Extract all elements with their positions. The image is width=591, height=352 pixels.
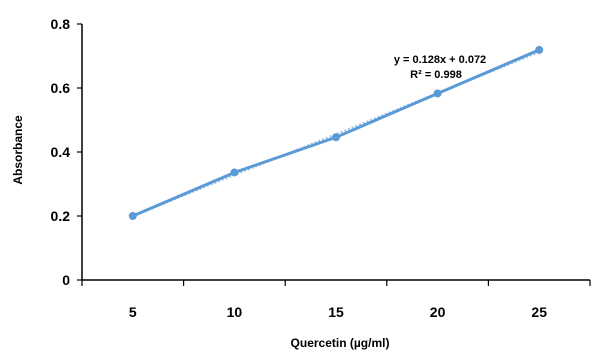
data-point bbox=[535, 45, 544, 54]
data-point bbox=[128, 212, 137, 220]
x-tick-label: 10 bbox=[227, 304, 243, 320]
data-point bbox=[433, 89, 442, 98]
data-points bbox=[128, 45, 544, 220]
x-tick-label: 20 bbox=[430, 304, 446, 320]
y-axis-ticks: 0 0.2 0.4 0.6 0.8 bbox=[51, 16, 82, 288]
y-tick-label: 0.8 bbox=[51, 16, 71, 32]
x-axis-ticks: 5 10 15 20 25 bbox=[81, 280, 591, 320]
x-axis-title: Quercetin (µg/ml) bbox=[291, 336, 390, 350]
trendline-equation: y = 0.128x + 0.072 bbox=[394, 54, 486, 66]
y-tick-label: 0.4 bbox=[51, 144, 71, 160]
y-tick-label: 0.6 bbox=[51, 80, 71, 96]
x-tick-label: 25 bbox=[531, 304, 547, 320]
x-tick-label: 5 bbox=[129, 304, 137, 320]
x-tick-label: 15 bbox=[328, 304, 344, 320]
r-squared-label: R² = 0.998 bbox=[410, 69, 462, 81]
series-line bbox=[132, 48, 540, 218]
y-tick-label: 0.2 bbox=[51, 208, 71, 224]
data-point bbox=[230, 168, 239, 177]
data-point bbox=[332, 133, 340, 142]
y-tick-label: 0 bbox=[62, 272, 70, 288]
y-axis-title: Absorbance bbox=[11, 115, 25, 185]
